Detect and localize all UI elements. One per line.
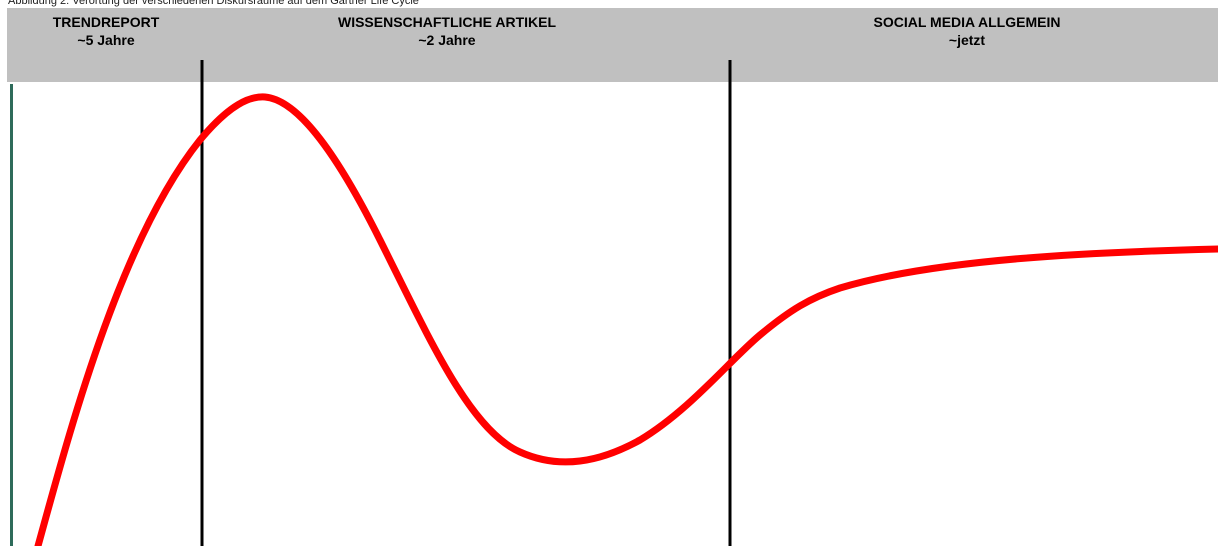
phase-header-band [7, 8, 1218, 82]
phase-time: ~2 Jahre [418, 32, 476, 48]
phase-time: ~jetzt [948, 32, 986, 48]
phase-name: SOCIAL MEDIA ALLGEMEIN [873, 14, 1061, 30]
phase-label-social-media: SOCIAL MEDIA ALLGEMEIN ~jetzt [874, 13, 1061, 49]
phase-label-trendreport: TRENDREPORT ~5 Jahre [53, 13, 160, 49]
hype-cycle-curve [34, 93, 1218, 546]
left-axis-line [10, 84, 13, 546]
phase-time: ~5 Jahre [77, 32, 135, 48]
phase-label-wissenschaftliche-artikel: WISSENSCHAFTLICHE ARTIKEL ~2 Jahre [338, 13, 556, 49]
phase-name: TRENDREPORT [52, 14, 160, 30]
phase-name: WISSENSCHAFTLICHE ARTIKEL [337, 14, 557, 30]
figure-caption: Abbildung 2: Verortung der verschiedenen… [8, 0, 419, 7]
